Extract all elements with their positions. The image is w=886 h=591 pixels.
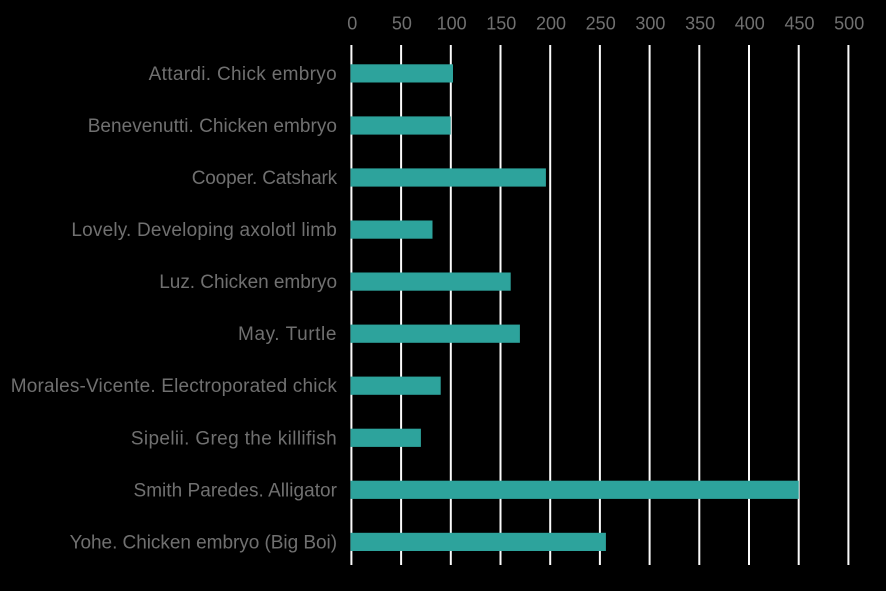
- svg-text:400: 400: [735, 14, 765, 34]
- svg-text:500: 500: [834, 14, 864, 34]
- svg-text:Cooper. Catshark: Cooper. Catshark: [192, 168, 338, 189]
- svg-text:Sipelii. Greg the killifish: Sipelii. Greg the killifish: [131, 428, 337, 449]
- svg-text:Morales-Vicente. Electroporate: Morales-Vicente. Electroporated chick: [11, 376, 338, 397]
- svg-text:Luz. Chicken embryo: Luz. Chicken embryo: [159, 272, 337, 293]
- svg-text:300: 300: [635, 14, 665, 34]
- svg-text:Smith Paredes. Alligator: Smith Paredes. Alligator: [134, 480, 338, 501]
- svg-text:Yohe. Chicken embryo (Big Boi): Yohe. Chicken embryo (Big Boi): [70, 532, 337, 553]
- svg-text:250: 250: [586, 14, 616, 34]
- svg-text:150: 150: [486, 14, 516, 34]
- svg-text:Benevenutti. Chicken embryo: Benevenutti. Chicken embryo: [88, 116, 337, 137]
- svg-text:450: 450: [784, 14, 814, 34]
- svg-text:100: 100: [437, 14, 467, 34]
- svg-text:May. Turtle: May. Turtle: [238, 324, 337, 345]
- svg-text:200: 200: [536, 14, 566, 34]
- svg-text:Lovely. Developing axolotl lim: Lovely. Developing axolotl limb: [71, 220, 337, 241]
- svg-text:50: 50: [392, 14, 412, 34]
- svg-text:350: 350: [685, 14, 715, 34]
- svg-text:Attardi. Chick embryo: Attardi. Chick embryo: [149, 64, 337, 85]
- svg-text:0: 0: [347, 14, 357, 34]
